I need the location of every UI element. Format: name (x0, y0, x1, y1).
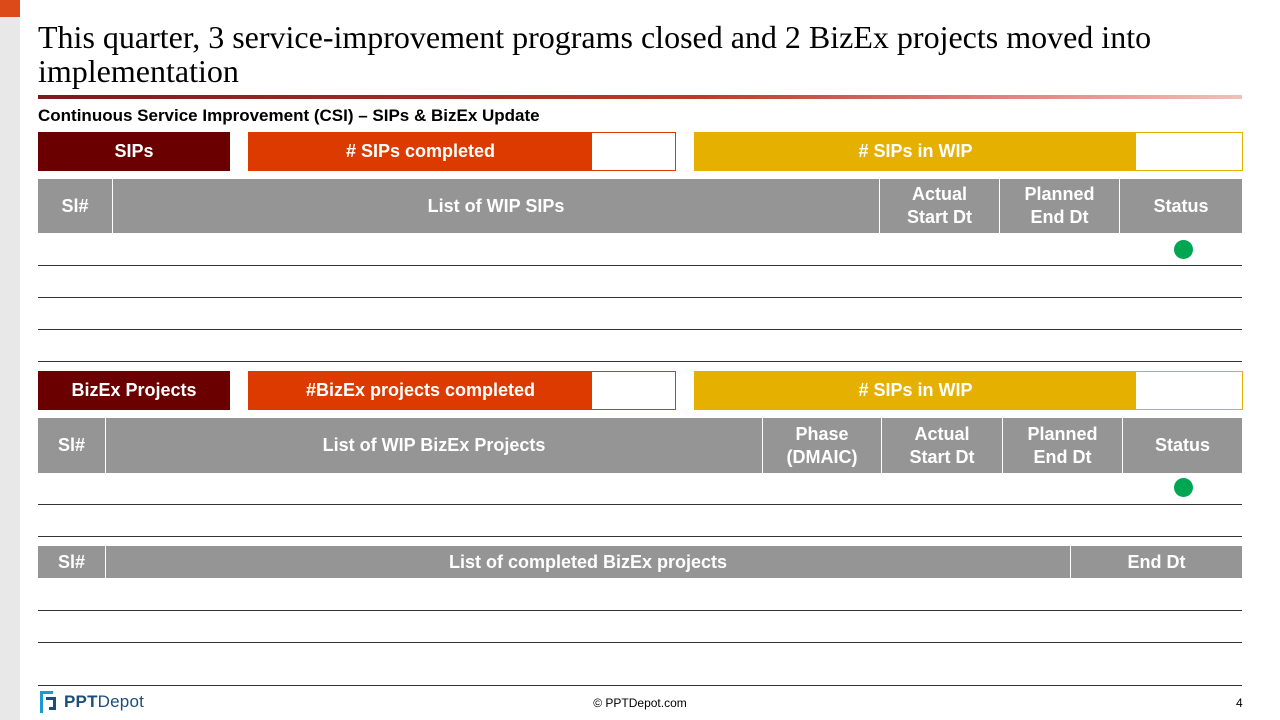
header-actual-start: Actual Start Dt (882, 418, 1003, 473)
table-row (38, 361, 1242, 362)
status-dot-green (1174, 478, 1193, 497)
bizex-label: BizEx Projects (38, 371, 230, 410)
header-sl: Sl# (38, 418, 106, 473)
slide-title: This quarter, 3 service-improvement prog… (38, 19, 1152, 89)
sips-completed-value-box[interactable] (592, 133, 675, 170)
sips-wip-label: # SIPs in WIP (695, 133, 1136, 170)
header-planned-end: Planned End Dt (1003, 418, 1123, 473)
page-number: 4 (1236, 696, 1243, 710)
header-end-dt: End Dt (1127, 551, 1186, 572)
header-sl: Sl# (38, 546, 106, 578)
sips-table-header: Sl# List of WIP SIPs Actual Start Dt Pla… (38, 179, 1242, 233)
sips-wip-value-box[interactable] (1136, 133, 1242, 170)
table-row (38, 536, 1242, 537)
sips-completed-label: # SIPs completed (249, 133, 592, 170)
header-status: Status (1154, 435, 1210, 455)
sips-completed-kpi: # SIPs completed (248, 132, 676, 171)
completed-table-header: Sl# List of completed BizEx projects End… (38, 546, 1242, 578)
logo-text-rest: Depot (97, 692, 145, 711)
table-row (38, 504, 1242, 505)
table-row (38, 329, 1242, 330)
logo-text: PPTDepot (64, 692, 144, 712)
sips-label: SIPs (38, 132, 230, 171)
header-list-wip-sips: List of WIP SIPs (113, 179, 880, 233)
table-row (38, 610, 1242, 611)
logo-bracket-icon (40, 691, 56, 713)
bizex-wip-label: # SIPs in WIP (695, 372, 1136, 409)
footer-rule (38, 685, 1242, 686)
table-row (38, 297, 1242, 298)
copyright: © PPTDepot.com (593, 696, 687, 710)
header-sl: Sl# (38, 179, 113, 233)
side-strip (0, 0, 20, 720)
sips-wip-kpi: # SIPs in WIP (694, 132, 1243, 171)
slide-subtitle: Continuous Service Improvement (CSI) – S… (38, 106, 540, 125)
header-planned-end: Planned End Dt (1000, 179, 1120, 233)
pptdepot-logo: PPTDepot (38, 689, 144, 715)
corner-accent (0, 0, 20, 17)
bizex-completed-label: #BizEx projects completed (249, 372, 592, 409)
logo-text-bold: PPT (64, 692, 98, 711)
table-row (38, 642, 1242, 643)
header-list-wip-bizex: List of WIP BizEx Projects (106, 418, 763, 473)
bizex-wip-kpi: # SIPs in WIP (694, 371, 1243, 410)
bizex-wip-value-box[interactable] (1136, 372, 1242, 409)
status-dot-green (1174, 240, 1193, 259)
header-list-completed-bizex: List of completed BizEx projects (106, 546, 1071, 578)
bizex-completed-value-box[interactable] (592, 372, 675, 409)
bizex-completed-kpi: #BizEx projects completed (248, 371, 676, 410)
header-status: Status (1153, 195, 1209, 216)
header-phase: Phase (DMAIC) (763, 418, 882, 473)
table-row (38, 265, 1242, 266)
title-rule (38, 95, 1242, 99)
header-actual-start: Actual Start Dt (880, 179, 1000, 233)
bizex-table-header: Sl# List of WIP BizEx Projects Phase (DM… (38, 418, 1242, 473)
